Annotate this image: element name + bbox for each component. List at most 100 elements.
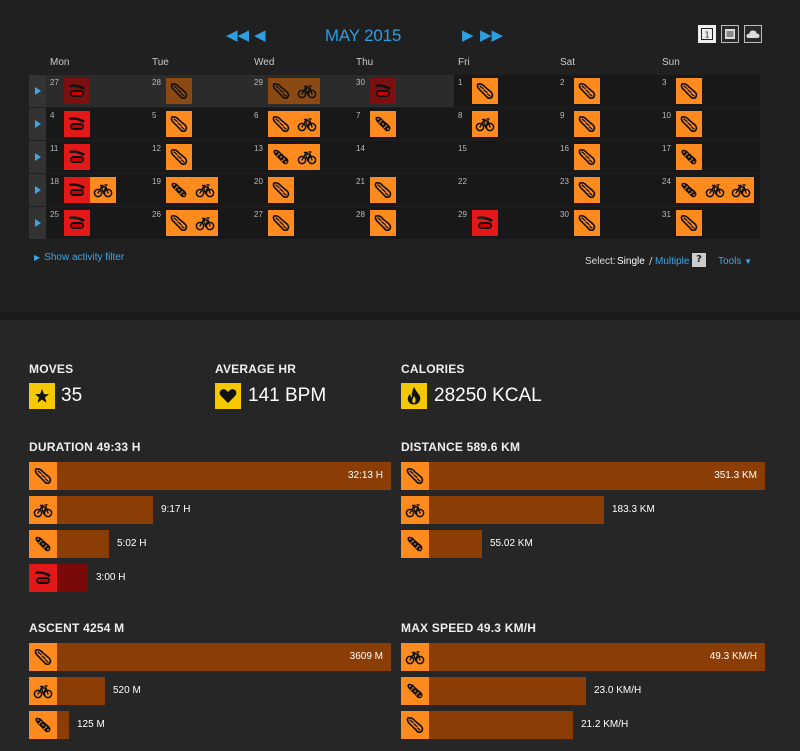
day-number: 31 <box>662 210 671 219</box>
cloud-icon <box>746 30 760 38</box>
calendar-day-cell[interactable]: 1 <box>454 75 556 107</box>
calendar-day-cell[interactable]: 18 <box>46 174 148 206</box>
calendar-day-cell[interactable]: 14 <box>352 141 454 173</box>
calendar-day-cell[interactable]: 10 <box>658 108 760 140</box>
calendar-day-cell[interactable]: 5 <box>148 108 250 140</box>
trail-shoe-icon[interactable] <box>268 144 294 170</box>
bicycle-icon[interactable] <box>472 111 498 137</box>
calendar-day-cell[interactable]: 30 <box>556 207 658 239</box>
running-shoe-icon[interactable] <box>676 78 702 104</box>
week-expand-button[interactable] <box>29 174 46 206</box>
running-shoe-icon[interactable] <box>166 111 192 137</box>
trail-shoe-icon[interactable] <box>676 144 702 170</box>
select-single-link[interactable]: Single <box>617 256 645 267</box>
calendar-day-cell[interactable]: 19 <box>148 174 250 206</box>
calendar-day-cell[interactable]: 17 <box>658 141 760 173</box>
next-month-icon[interactable]: ▶ <box>462 26 474 44</box>
calendar-day-cell[interactable]: 24 <box>658 174 760 206</box>
day-number: 28 <box>152 78 161 87</box>
ascent-bar-row: 125 M <box>29 711 391 739</box>
running-shoe-icon[interactable] <box>574 210 600 236</box>
calendar-day-cell[interactable]: 20 <box>250 174 352 206</box>
next-year-icon[interactable]: ▶▶ <box>480 26 504 44</box>
calendar-day-cell[interactable]: 28 <box>148 75 250 107</box>
running-shoe-icon[interactable] <box>268 177 294 203</box>
week-expand-button[interactable] <box>29 207 46 239</box>
calendar-day-cell[interactable]: 26 <box>148 207 250 239</box>
calendar-day-cell[interactable]: 4 <box>46 108 148 140</box>
calendar-day-cell[interactable]: 12 <box>148 141 250 173</box>
calendar-day-cell[interactable]: 31 <box>658 207 760 239</box>
treadmill-icon[interactable] <box>64 111 90 137</box>
calendar-day-cell[interactable]: 3 <box>658 75 760 107</box>
duration-bar-fill <box>57 564 88 592</box>
select-multiple-link[interactable]: Multiple <box>655 256 690 267</box>
trail-shoe-icon[interactable] <box>370 111 396 137</box>
month-view-button[interactable]: 1 <box>698 25 716 43</box>
treadmill-icon[interactable] <box>64 177 90 203</box>
help-button[interactable]: ? <box>692 253 706 267</box>
calendar-day-cell[interactable]: 11 <box>46 141 148 173</box>
running-shoe-icon[interactable] <box>574 144 600 170</box>
trail-shoe-icon[interactable] <box>166 177 192 203</box>
calendar-day-cell[interactable]: 13 <box>250 141 352 173</box>
calendar-day-cell[interactable]: 8 <box>454 108 556 140</box>
calendar-day-cell[interactable]: 7 <box>352 108 454 140</box>
calendar-day-cell[interactable]: 25 <box>46 207 148 239</box>
running-shoe-icon[interactable] <box>370 177 396 203</box>
week-expand-button[interactable] <box>29 141 46 173</box>
calendar-day-cell[interactable]: 23 <box>556 174 658 206</box>
cloud-view-button[interactable] <box>744 25 762 43</box>
running-shoe-icon[interactable] <box>676 111 702 137</box>
calendar-day-cell[interactable]: 9 <box>556 108 658 140</box>
treadmill-icon[interactable] <box>64 78 90 104</box>
calendar-day-cell[interactable]: 22 <box>454 174 556 206</box>
treadmill-icon[interactable] <box>472 210 498 236</box>
calendar-day-cell[interactable]: 28 <box>352 207 454 239</box>
ascent-title: ASCENT 4254 M <box>29 621 125 635</box>
bicycle-icon[interactable] <box>294 111 320 137</box>
prev-year-icon[interactable]: ◀◀ <box>226 26 250 44</box>
week-expand-button[interactable] <box>29 75 46 107</box>
calendar-day-cell[interactable]: 29 <box>250 75 352 107</box>
treadmill-icon[interactable] <box>64 144 90 170</box>
bicycle-icon[interactable] <box>294 78 320 104</box>
bicycle-icon[interactable] <box>192 210 218 236</box>
calendar-day-cell[interactable]: 2 <box>556 75 658 107</box>
running-shoe-icon[interactable] <box>166 144 192 170</box>
trail-shoe-icon[interactable] <box>676 177 702 203</box>
running-shoe-icon[interactable] <box>574 177 600 203</box>
prev-month-icon[interactable]: ◀ <box>254 26 266 44</box>
treadmill-icon[interactable] <box>370 78 396 104</box>
running-shoe-icon[interactable] <box>268 111 294 137</box>
bicycle-icon[interactable] <box>702 177 728 203</box>
bicycle-icon[interactable] <box>192 177 218 203</box>
running-shoe-icon[interactable] <box>574 78 600 104</box>
calendar-day-cell[interactable]: 15 <box>454 141 556 173</box>
calendar-day-cell[interactable]: 29 <box>454 207 556 239</box>
running-shoe-icon[interactable] <box>268 210 294 236</box>
running-shoe-icon <box>29 462 57 490</box>
bicycle-icon[interactable] <box>728 177 754 203</box>
running-shoe-icon[interactable] <box>574 111 600 137</box>
running-shoe-icon[interactable] <box>268 78 294 104</box>
calendar-day-cell[interactable]: 27 <box>250 207 352 239</box>
treadmill-icon[interactable] <box>64 210 90 236</box>
tools-menu-button[interactable]: Tools ▼ <box>718 256 752 267</box>
running-shoe-icon[interactable] <box>370 210 396 236</box>
show-activity-filter-link[interactable]: ▶ Show activity filter <box>34 252 124 263</box>
calendar-day-cell[interactable]: 27 <box>46 75 148 107</box>
running-shoe-icon[interactable] <box>166 78 192 104</box>
calendar-day-cell[interactable]: 16 <box>556 141 658 173</box>
running-shoe-icon[interactable] <box>472 78 498 104</box>
maxspeed-bar-value: 21.2 KM/H <box>581 719 629 730</box>
calendar-day-cell[interactable]: 30 <box>352 75 454 107</box>
week-expand-button[interactable] <box>29 108 46 140</box>
running-shoe-icon[interactable] <box>166 210 192 236</box>
bicycle-icon[interactable] <box>90 177 116 203</box>
calendar-day-cell[interactable]: 21 <box>352 174 454 206</box>
list-view-button[interactable] <box>721 25 739 43</box>
bicycle-icon[interactable] <box>294 144 320 170</box>
running-shoe-icon[interactable] <box>676 210 702 236</box>
calendar-day-cell[interactable]: 6 <box>250 108 352 140</box>
